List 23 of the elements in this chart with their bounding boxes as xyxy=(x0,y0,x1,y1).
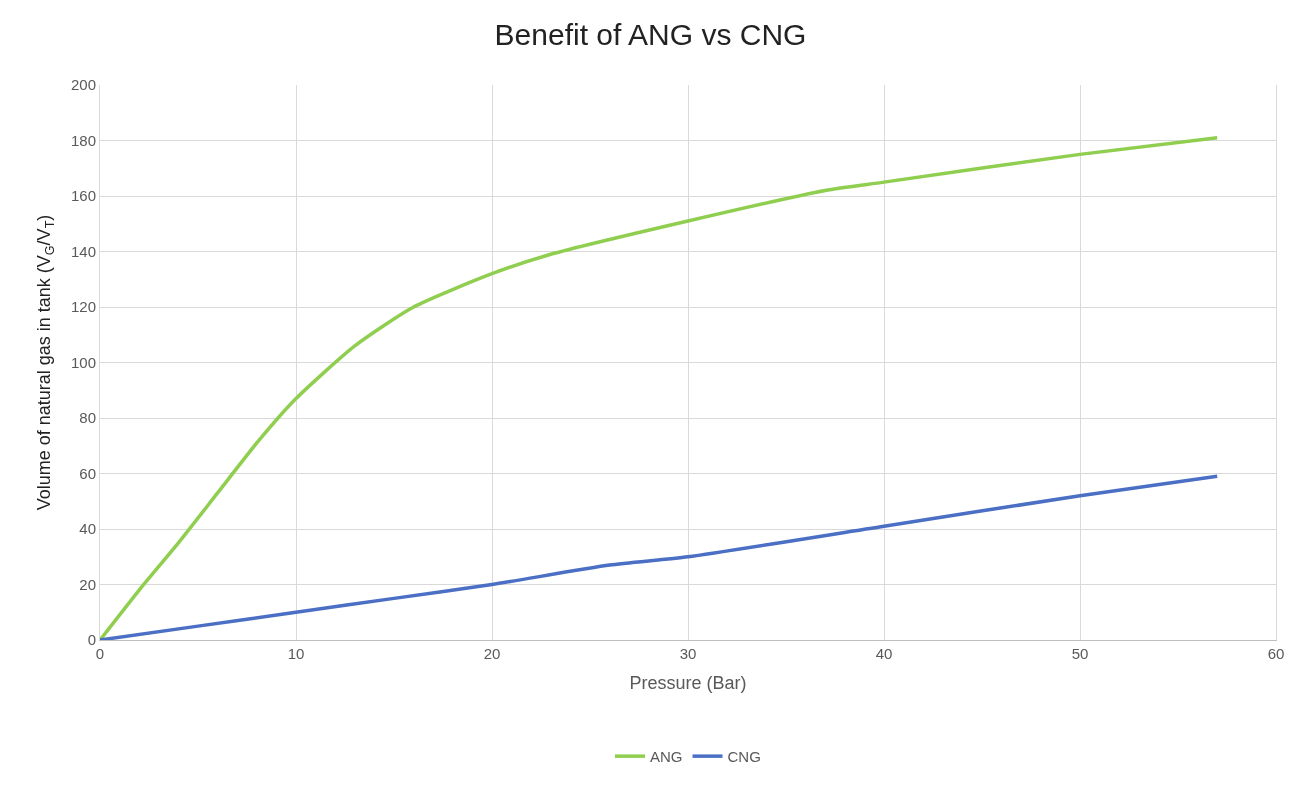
x-tick-label: 50 xyxy=(1071,645,1089,662)
line-series xyxy=(100,135,1219,640)
y-tick-label: 160 xyxy=(70,187,96,205)
legend-label: CNG xyxy=(727,748,761,765)
y-tick-label: 180 xyxy=(70,131,96,149)
legend-label: ANG xyxy=(650,748,683,765)
y-tick-label: 60 xyxy=(79,464,96,482)
chart-title: Benefit of ANG vs CNG xyxy=(494,17,807,51)
line-series xyxy=(100,474,1219,640)
x-axis-title: Pressure (Bar) xyxy=(629,673,747,694)
y-tick-label: 120 xyxy=(70,298,96,316)
y-tick-label: 0 xyxy=(87,631,96,649)
y-tick-label: 200 xyxy=(70,76,96,94)
x-tick-label: 20 xyxy=(483,645,501,662)
x-tick-label: 40 xyxy=(875,645,893,662)
y-tick-label: 100 xyxy=(70,353,96,371)
x-tick-label: 30 xyxy=(679,645,697,662)
x-tick-label: 60 xyxy=(1267,645,1285,662)
y-tick-label: 40 xyxy=(79,520,96,538)
y-tick-label: 80 xyxy=(79,409,96,427)
y-tick-label: 140 xyxy=(70,242,96,260)
y-tick-label: 20 xyxy=(79,575,96,593)
x-tick-label: 10 xyxy=(287,645,305,662)
